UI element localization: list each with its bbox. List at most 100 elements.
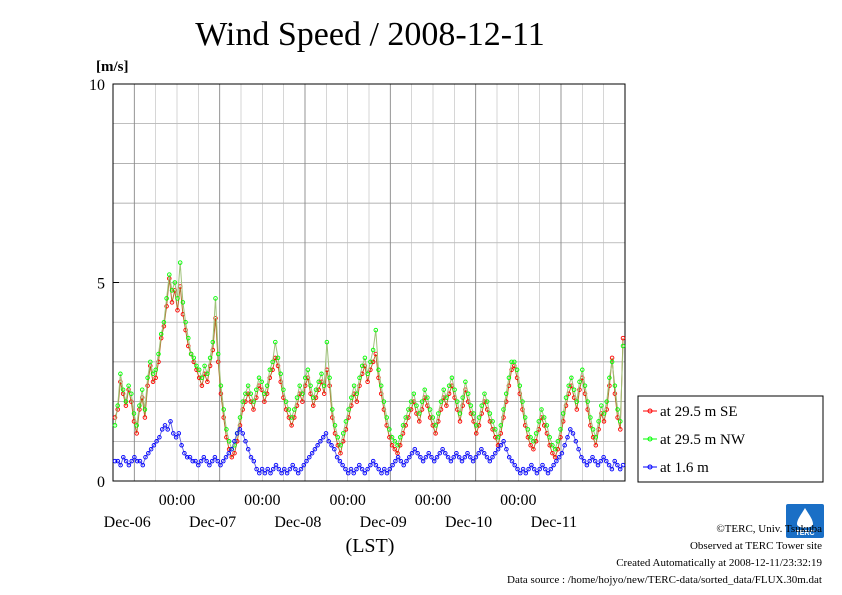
- data-point: [430, 423, 436, 428]
- data-point: [284, 470, 290, 476]
- data-point: [137, 458, 143, 464]
- data-point: [248, 391, 254, 396]
- data-point: [154, 439, 159, 444]
- data-point: [398, 458, 404, 464]
- data-point: [552, 454, 558, 460]
- data-point: [365, 466, 370, 472]
- data-point: [457, 411, 463, 416]
- data-point: [351, 470, 356, 476]
- legend-swatch-marker: [647, 436, 653, 442]
- data-point: [417, 419, 422, 424]
- data-point: [193, 458, 198, 464]
- data-point: [311, 403, 316, 408]
- data-point: [289, 415, 294, 420]
- data-point: [580, 367, 585, 373]
- data-point: [330, 407, 335, 412]
- data-point: [335, 443, 341, 448]
- grid: [113, 84, 625, 481]
- data-point: [251, 407, 256, 412]
- data-point: [389, 435, 395, 440]
- data-point: [324, 339, 330, 345]
- data-point: [533, 431, 539, 436]
- data-point: [316, 379, 321, 385]
- data-point: [196, 367, 202, 373]
- data-point: [223, 454, 229, 460]
- data-point: [493, 435, 498, 440]
- data-point: [257, 470, 262, 476]
- data-point: [585, 399, 590, 404]
- data-point: [237, 427, 243, 432]
- data-point: [183, 319, 188, 325]
- data-point: [131, 411, 137, 416]
- data-point: [460, 395, 465, 400]
- data-point: [243, 391, 248, 396]
- data-point: [456, 454, 462, 460]
- data-point: [281, 387, 286, 392]
- data-point: [379, 470, 384, 476]
- x-time-label: 00:00: [500, 492, 536, 509]
- chart-title: Wind Speed / 2008-12-11: [195, 16, 545, 53]
- data-point: [423, 454, 429, 460]
- data-point: [373, 462, 379, 468]
- data-point: [550, 450, 555, 456]
- data-point: [332, 446, 337, 452]
- data-point: [609, 359, 615, 365]
- data-point: [304, 458, 309, 464]
- data-point: [468, 454, 473, 460]
- data-point: [234, 431, 240, 436]
- data-point: [268, 470, 273, 476]
- x-date-label: Dec-08: [274, 514, 321, 531]
- y-tick-label: 5: [97, 276, 105, 293]
- data-point: [463, 379, 468, 385]
- data-point: [313, 387, 319, 392]
- data-point: [145, 375, 150, 381]
- data-point: [390, 462, 395, 468]
- data-point: [528, 443, 533, 448]
- data-point: [221, 415, 226, 420]
- data-point: [407, 454, 412, 460]
- data-point: [270, 466, 276, 472]
- data-point: [142, 415, 148, 420]
- data-point: [207, 355, 213, 361]
- data-point: [262, 470, 268, 476]
- data-point: [471, 411, 476, 416]
- data-point: [221, 458, 226, 464]
- data-point: [343, 419, 349, 424]
- data-point: [531, 466, 537, 472]
- data-point: [327, 383, 332, 388]
- data-point: [259, 379, 264, 385]
- data-point: [493, 450, 498, 456]
- data-point: [577, 387, 582, 392]
- copyright-text: ©TERC, Univ. Tsukuba: [716, 523, 822, 535]
- data-point: [381, 399, 387, 404]
- data-point: [490, 427, 495, 432]
- data-point: [401, 462, 406, 468]
- data-point: [612, 383, 618, 388]
- data-point: [437, 450, 443, 456]
- data-point: [482, 391, 487, 396]
- data-point: [126, 462, 132, 468]
- data-point: [169, 288, 175, 293]
- data-point: [620, 462, 626, 468]
- data-point: [459, 458, 465, 464]
- data-point: [175, 296, 180, 301]
- data-point: [601, 454, 606, 460]
- data-point: [145, 383, 150, 388]
- data-point: [474, 423, 479, 428]
- data-point: [309, 450, 315, 456]
- data-point: [425, 395, 430, 400]
- data-point: [612, 391, 618, 396]
- data-point: [414, 411, 419, 416]
- data-point: [452, 387, 457, 392]
- data-point: [571, 387, 577, 392]
- data-point: [515, 466, 520, 472]
- data-point: [175, 308, 180, 313]
- series-1: [112, 260, 626, 452]
- data-point: [427, 415, 433, 420]
- data-point: [570, 431, 576, 436]
- data-point: [335, 435, 341, 440]
- data-point: [544, 423, 550, 428]
- data-point: [590, 427, 596, 432]
- data-point: [112, 458, 118, 464]
